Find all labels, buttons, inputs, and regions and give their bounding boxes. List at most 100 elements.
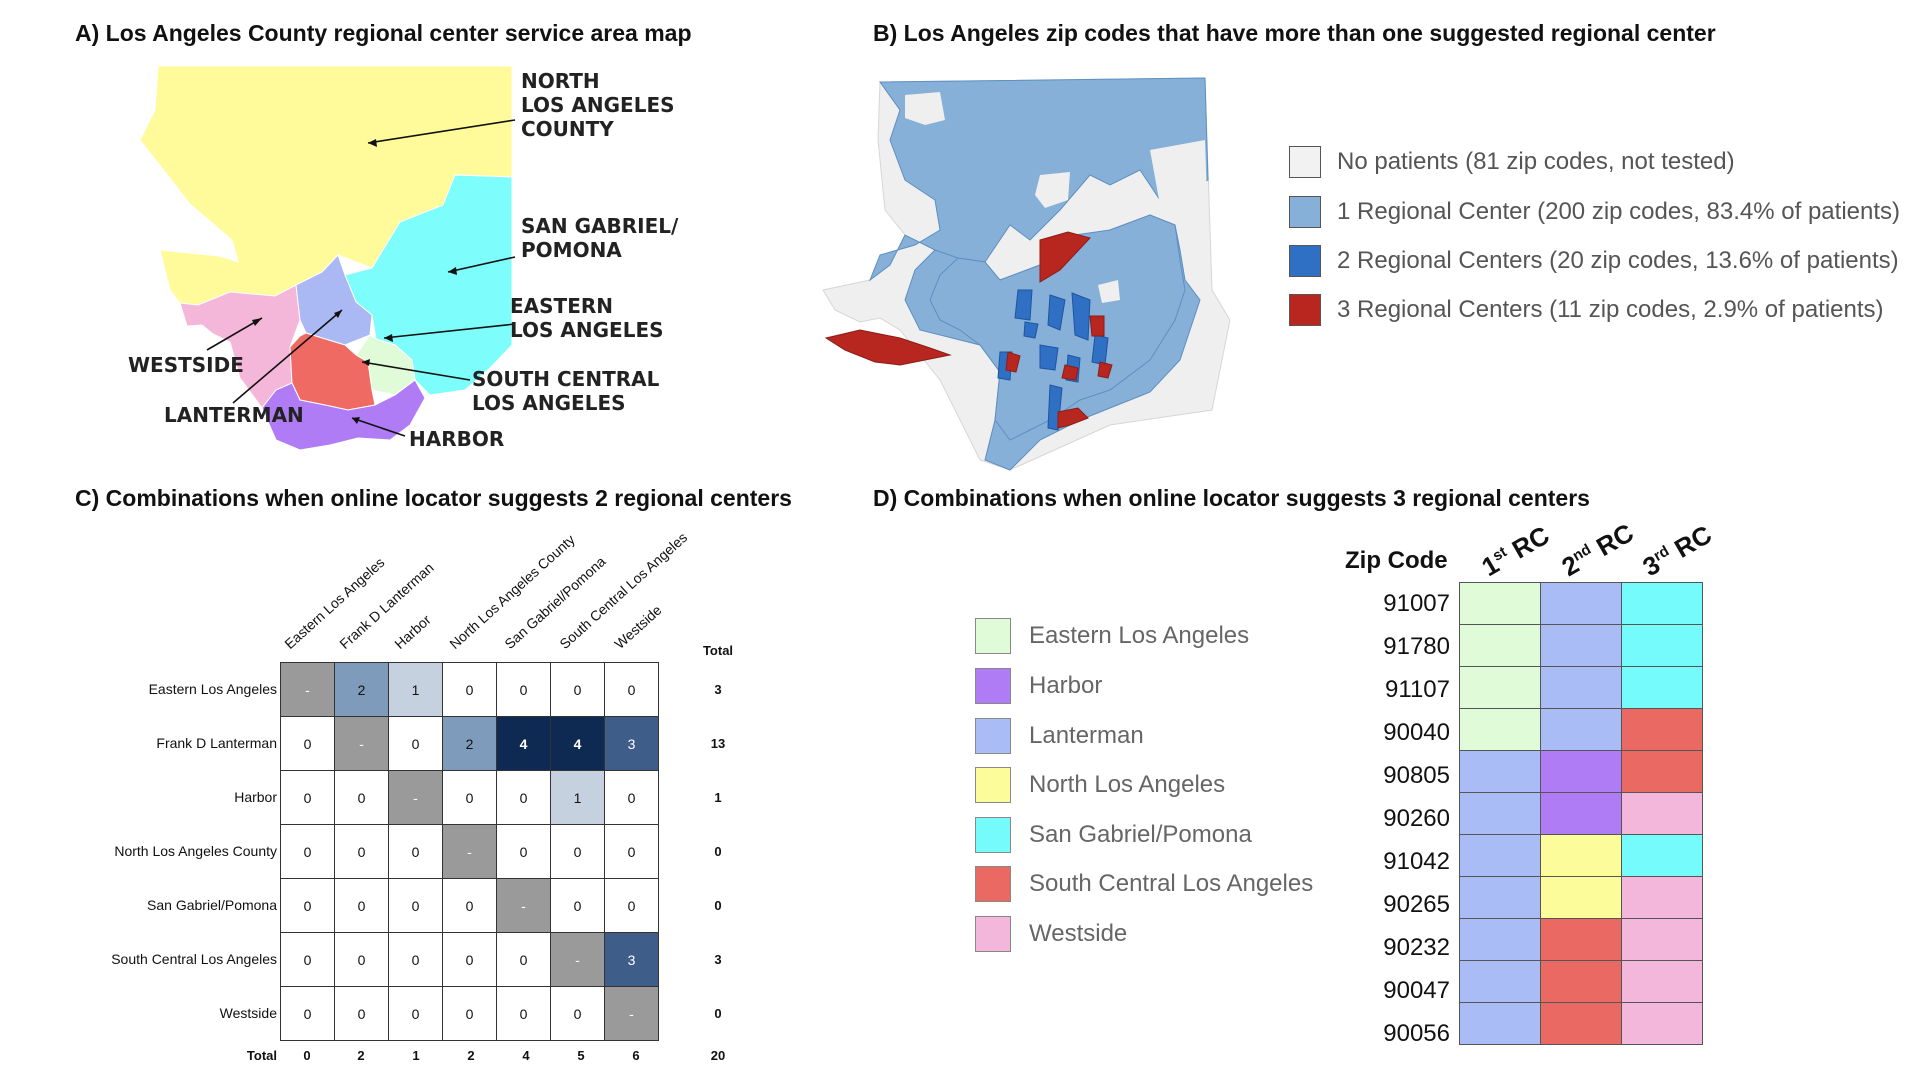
rc-cell	[1460, 1003, 1541, 1045]
rc-cell	[1622, 877, 1703, 919]
legend-label: 3 Regional Centers (11 zip codes, 2.9% o…	[1337, 296, 1884, 324]
matrix-cell: -	[605, 987, 659, 1041]
legend-label: 2 Regional Centers (20 zip codes, 13.6% …	[1337, 247, 1899, 275]
legend-sangabriel: San Gabriel/Pomona	[975, 817, 1252, 853]
legend-swatch	[1289, 294, 1321, 326]
matrix-cell: 0	[335, 879, 389, 933]
legend-label: No patients (81 zip codes, not tested)	[1337, 148, 1735, 176]
legend-north: North Los Angeles	[975, 767, 1225, 803]
zip-row	[1460, 919, 1703, 961]
legend-swatch	[975, 767, 1011, 803]
matrix-cell: 0	[335, 987, 389, 1041]
rc-cell	[1460, 961, 1541, 1003]
matrix-row: 0000-00	[281, 879, 659, 933]
matrix-cell: 0	[389, 987, 443, 1041]
matrix-cell: 0	[443, 879, 497, 933]
column-total: 2	[341, 1048, 381, 1063]
rc-cell	[1460, 919, 1541, 961]
row-total: 0	[698, 1006, 738, 1021]
zip-center-table	[1459, 582, 1703, 1045]
zip-row	[1460, 583, 1703, 625]
rc-cell	[1622, 625, 1703, 667]
legend-swatch	[975, 817, 1011, 853]
matrix-cell: 0	[497, 825, 551, 879]
column-total: 4	[506, 1048, 546, 1063]
row-total: 3	[698, 682, 738, 697]
rc-cell	[1622, 793, 1703, 835]
matrix-cell: 0	[281, 987, 335, 1041]
rc-cell	[1460, 625, 1541, 667]
legend-label: Lanterman	[1029, 722, 1144, 750]
matrix-cell: 2	[443, 717, 497, 771]
rc-header-3: 3rd RC	[1638, 519, 1718, 583]
zip-row	[1460, 709, 1703, 751]
rc-cell	[1460, 583, 1541, 625]
matrix-cell: -	[281, 663, 335, 717]
matrix-cell: 0	[443, 663, 497, 717]
matrix-cell: 1	[389, 663, 443, 717]
matrix-cell: 0	[281, 771, 335, 825]
rc-cell	[1460, 667, 1541, 709]
column-total: 0	[287, 1048, 327, 1063]
legend-swatch	[975, 718, 1011, 754]
rc-cell	[1622, 583, 1703, 625]
rc-cell	[1541, 877, 1622, 919]
legend-swatch	[1289, 146, 1321, 178]
legend-label: Harbor	[1029, 672, 1102, 700]
legend-westside: Westside	[975, 916, 1127, 952]
legend-eastern: Eastern Los Angeles	[975, 618, 1249, 654]
legend-swatch	[975, 618, 1011, 654]
zip-area-gap-1	[905, 92, 945, 125]
matrix-cell: 3	[605, 717, 659, 771]
matrix-cell: 0	[551, 825, 605, 879]
rc-cell	[1622, 1003, 1703, 1045]
matrix-cell: -	[389, 771, 443, 825]
zip-area-gap-4	[1150, 140, 1207, 205]
matrix-row: 00000-3	[281, 933, 659, 987]
col-label-eastern: Eastern Los Angeles	[281, 554, 387, 652]
zip-code: 90056	[1340, 1020, 1450, 1048]
matrix-cell: 4	[497, 717, 551, 771]
rc-header-2: 2nd RC	[1557, 517, 1640, 583]
legend-swatch	[1289, 245, 1321, 277]
row-label-harbor: Harbor	[27, 789, 277, 805]
zip-row	[1460, 1003, 1703, 1045]
rc-cell	[1460, 793, 1541, 835]
row-label-southcentral: South Central Los Angeles	[27, 951, 277, 967]
column-total: 6	[616, 1048, 656, 1063]
zip-row	[1460, 961, 1703, 1003]
row-total: 0	[698, 844, 738, 859]
legend-no-patients: No patients (81 zip codes, not tested)	[1289, 146, 1735, 178]
row-label-westside: Westside	[27, 1005, 277, 1021]
legend-label: Eastern Los Angeles	[1029, 622, 1249, 650]
zip-row	[1460, 793, 1703, 835]
matrix-cell: -	[335, 717, 389, 771]
matrix-cell: 0	[281, 825, 335, 879]
legend-swatch	[975, 866, 1011, 902]
legend-three-centers: 3 Regional Centers (11 zip codes, 2.9% o…	[1289, 294, 1884, 326]
legend-swatch	[975, 916, 1011, 952]
legend-label: North Los Angeles	[1029, 771, 1225, 799]
zip-row	[1460, 877, 1703, 919]
legend-label: San Gabriel/Pomona	[1029, 821, 1252, 849]
rc-cell	[1541, 1003, 1622, 1045]
zip-code: 90232	[1340, 934, 1450, 962]
matrix-cell: 0	[551, 987, 605, 1041]
column-total: 1	[396, 1048, 436, 1063]
panel-c-title: C) Combinations when online locator sugg…	[75, 485, 792, 512]
column-total: 2	[451, 1048, 491, 1063]
total-row-label: Total	[27, 1048, 277, 1063]
row-total: 0	[698, 898, 738, 913]
rc-cell	[1541, 751, 1622, 793]
rc-cell	[1460, 709, 1541, 751]
matrix-cell: 0	[551, 663, 605, 717]
matrix-cell: 0	[443, 771, 497, 825]
matrix-cell: -	[551, 933, 605, 987]
matrix-cell: -	[497, 879, 551, 933]
zip-code-header: Zip Code	[1345, 547, 1448, 575]
matrix-cell: 0	[497, 663, 551, 717]
legend-one-center: 1 Regional Center (200 zip codes, 83.4% …	[1289, 196, 1900, 228]
col-label-lanterman: Frank D Lanterman	[336, 559, 436, 652]
matrix-cell: 0	[281, 717, 335, 771]
